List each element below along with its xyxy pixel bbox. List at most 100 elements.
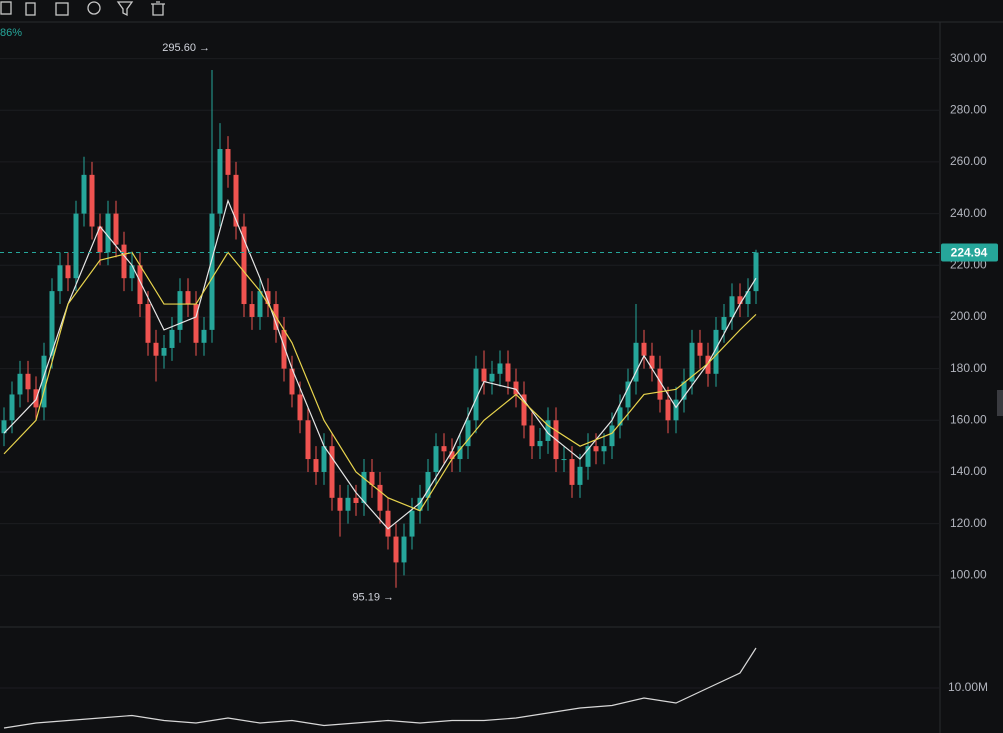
candle-body bbox=[601, 446, 607, 452]
candle-body bbox=[441, 446, 447, 452]
candle-body bbox=[65, 265, 71, 279]
candle-body bbox=[433, 446, 439, 472]
candle-body bbox=[625, 381, 631, 408]
candle-body bbox=[569, 459, 575, 485]
candle-body bbox=[385, 510, 391, 537]
candle-body bbox=[393, 536, 399, 563]
candle-body bbox=[153, 342, 159, 356]
candle-body bbox=[321, 446, 327, 472]
y-tick-label: 120.00 bbox=[950, 516, 987, 530]
candle-body bbox=[353, 497, 359, 503]
tool-icon[interactable] bbox=[116, 1, 134, 17]
candle-body bbox=[561, 459, 567, 461]
candle-body bbox=[177, 291, 183, 330]
moving-average bbox=[3, 251, 757, 512]
candle-body bbox=[689, 342, 695, 382]
extreme-label: 95.19 → bbox=[352, 592, 394, 604]
y-tick-label: 140.00 bbox=[950, 464, 987, 478]
candle-body bbox=[673, 399, 679, 421]
candle-body bbox=[201, 329, 207, 343]
candle-body bbox=[641, 342, 647, 356]
moving-average bbox=[3, 198, 757, 530]
candle-body bbox=[265, 291, 271, 305]
candle-body bbox=[313, 459, 319, 472]
y-tick-label: 180.00 bbox=[950, 361, 987, 375]
y-tick-label: 10.00M bbox=[948, 680, 988, 694]
candle-body bbox=[129, 265, 135, 279]
candle-body bbox=[49, 291, 55, 356]
candle-body bbox=[369, 471, 375, 485]
candle-body bbox=[137, 265, 143, 305]
candle-body bbox=[233, 174, 239, 227]
tool-icon[interactable] bbox=[87, 1, 101, 15]
candle-body bbox=[681, 381, 687, 400]
candle-body bbox=[481, 368, 487, 382]
candle-body bbox=[361, 471, 367, 503]
candle-body bbox=[97, 226, 103, 253]
tool-icon[interactable] bbox=[151, 1, 165, 16]
candle-body bbox=[377, 484, 383, 511]
y-tick-label: 240.00 bbox=[950, 206, 987, 220]
toolbar bbox=[0, 1, 165, 17]
candle-body bbox=[161, 347, 167, 356]
extreme-label: 295.60 → bbox=[162, 42, 210, 54]
candle-body bbox=[113, 213, 119, 245]
side-handle[interactable] bbox=[997, 390, 1003, 416]
tool-icon[interactable] bbox=[55, 2, 69, 16]
candle-body bbox=[649, 355, 655, 369]
candle-body bbox=[425, 471, 431, 498]
candle-body bbox=[73, 213, 79, 279]
candle-body bbox=[753, 252, 759, 292]
candle-body bbox=[417, 497, 423, 511]
change-text: 86% bbox=[0, 27, 22, 39]
last-price-box bbox=[941, 243, 998, 262]
candle-body bbox=[537, 440, 543, 447]
candle-body bbox=[297, 394, 303, 421]
candle-body bbox=[41, 355, 47, 408]
y-tick-label: 260.00 bbox=[950, 154, 987, 168]
candle-body bbox=[249, 304, 255, 317]
candle-body bbox=[25, 373, 31, 390]
candle-body bbox=[345, 497, 351, 511]
candle-body bbox=[281, 329, 287, 369]
candle-body bbox=[17, 373, 23, 395]
candle-body bbox=[497, 363, 503, 374]
candle-body bbox=[465, 420, 471, 447]
y-tick-label: 100.00 bbox=[950, 567, 987, 581]
candle-body bbox=[729, 296, 735, 317]
candle-body bbox=[257, 291, 263, 317]
candle-body bbox=[545, 420, 551, 441]
candle-body bbox=[521, 394, 527, 426]
candle-body bbox=[217, 149, 223, 214]
tool-icon[interactable] bbox=[25, 2, 36, 16]
candle-body bbox=[585, 446, 591, 467]
candle-body bbox=[1, 420, 7, 434]
y-tick-label: 160.00 bbox=[950, 412, 987, 426]
candle-body bbox=[633, 342, 639, 382]
candle-body bbox=[105, 213, 111, 253]
candle-body bbox=[737, 296, 743, 305]
y-tick-label: 300.00 bbox=[950, 51, 987, 65]
candle-body bbox=[473, 368, 479, 421]
candle-body bbox=[713, 329, 719, 374]
candle-body bbox=[617, 407, 623, 426]
candle-body bbox=[169, 329, 175, 348]
candle-body bbox=[409, 510, 415, 537]
candle-body bbox=[145, 304, 151, 343]
candle-body bbox=[289, 368, 295, 395]
y-tick-label: 280.00 bbox=[950, 102, 987, 116]
tool-icon[interactable] bbox=[0, 1, 12, 15]
candle-body bbox=[593, 446, 599, 452]
candle-body bbox=[225, 149, 231, 175]
candle-body bbox=[329, 446, 335, 498]
candle-body bbox=[193, 304, 199, 343]
candle-body bbox=[185, 291, 191, 305]
candle-body bbox=[209, 213, 215, 330]
candle-body bbox=[401, 536, 407, 563]
candle-body bbox=[505, 363, 511, 382]
candle-body bbox=[57, 265, 63, 292]
candle-body bbox=[745, 291, 751, 305]
candle-body bbox=[513, 381, 519, 395]
candle-body bbox=[449, 451, 455, 460]
